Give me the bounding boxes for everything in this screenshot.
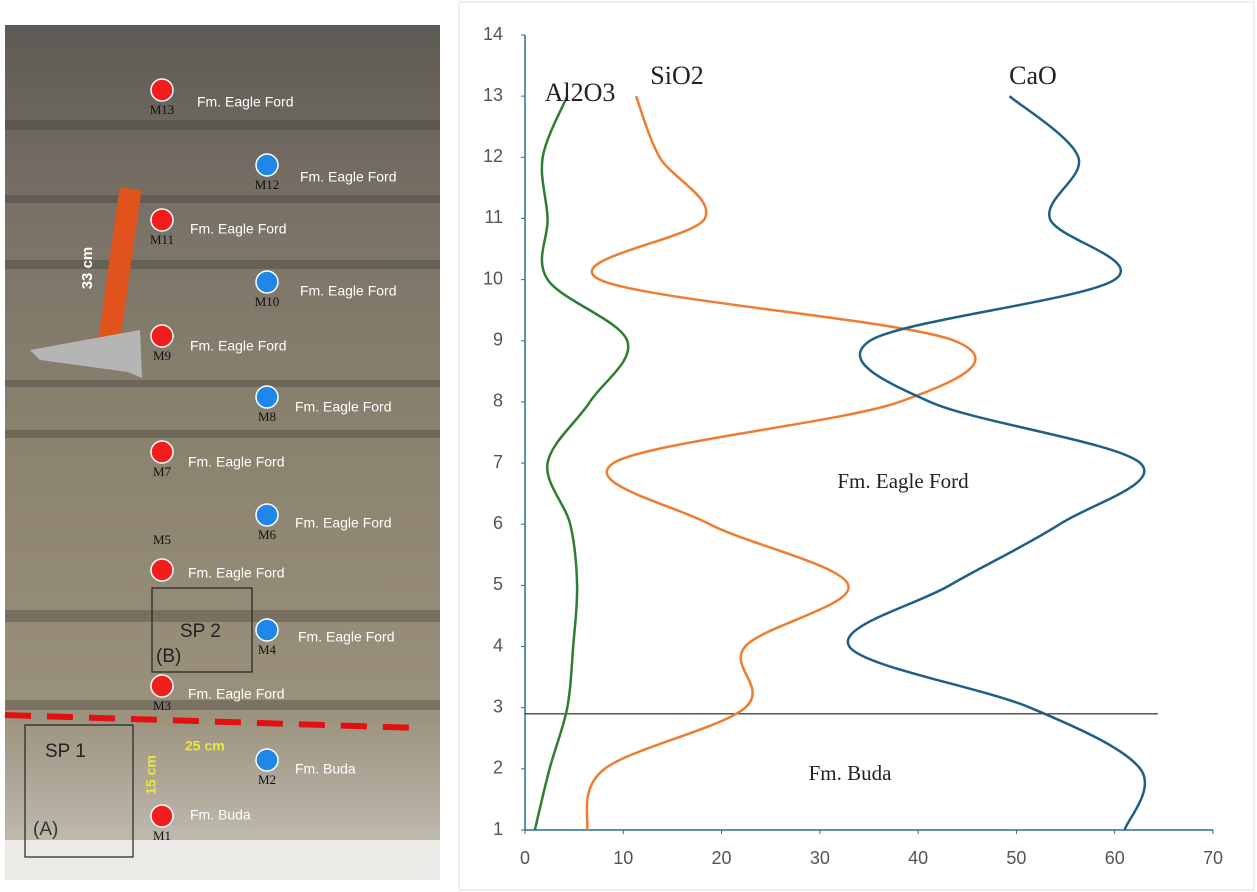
x-tick-label: 30 — [810, 848, 830, 868]
y-tick-label: 1 — [493, 819, 503, 839]
sample-label: M6 — [258, 527, 277, 542]
sample-dot — [150, 440, 174, 464]
y-tick-label: 6 — [493, 513, 503, 533]
formation-label: Fm. Eagle Ford — [188, 454, 284, 470]
sample-dot — [150, 78, 174, 102]
formation-label: Fm. Eagle Ford — [295, 399, 391, 415]
formation-label: Fm. Buda — [190, 807, 251, 823]
width-label: 25 cm — [185, 738, 225, 754]
sp2-box — [151, 587, 253, 673]
sample-dot — [150, 674, 174, 698]
photo-background — [5, 25, 440, 880]
x-tick-label: 20 — [712, 848, 732, 868]
sample-label: M10 — [255, 294, 280, 309]
series-label: Al2O3 — [545, 78, 616, 107]
hammer-head — [30, 330, 142, 378]
series-line — [846, 95, 1147, 831]
hammer-length: 33 cm — [79, 247, 96, 290]
hammer-handle — [98, 187, 142, 341]
annotation: Fm. Eagle Ford — [837, 469, 969, 493]
sample-label: M13 — [150, 102, 175, 117]
sample-dot — [150, 804, 174, 828]
formation-label: Fm. Eagle Ford — [298, 629, 394, 645]
y-tick-label: 8 — [493, 391, 503, 411]
x-tick-label: 70 — [1203, 848, 1223, 868]
height-label: 15 cm — [143, 755, 159, 795]
sample-dot — [255, 618, 279, 642]
box-a-label: (A) — [33, 819, 58, 840]
y-tick-label: 9 — [493, 330, 503, 350]
formation-label: Fm. Eagle Ford — [295, 515, 391, 531]
sample-label: M12 — [255, 177, 280, 192]
y-tick-label: 14 — [483, 24, 503, 44]
sample-dot — [150, 324, 174, 348]
sample-label: M5 — [153, 532, 171, 547]
sample-dot — [255, 748, 279, 772]
sample-label: M1 — [153, 828, 171, 843]
x-tick-label: 40 — [908, 848, 928, 868]
y-tick-label: 7 — [493, 452, 503, 472]
sample-dot — [255, 503, 279, 527]
formation-label: Fm. Eagle Ford — [188, 686, 284, 702]
contact-line — [4, 712, 421, 731]
y-tick-label: 10 — [483, 268, 503, 288]
x-tick-label: 50 — [1006, 848, 1026, 868]
x-tick-label: 10 — [613, 848, 633, 868]
y-tick-label: 4 — [493, 635, 503, 655]
sample-dot — [255, 270, 279, 294]
y-tick-label: 2 — [493, 758, 503, 778]
series-line — [533, 95, 630, 831]
y-tick-label: 11 — [484, 207, 503, 227]
sample-label: M2 — [258, 772, 276, 787]
sp1-box — [24, 724, 134, 858]
x-tick-label: 60 — [1105, 848, 1125, 868]
series-line — [585, 95, 977, 831]
chart-frame — [458, 1, 1255, 891]
sp1-label: SP 1 — [45, 741, 86, 762]
formation-label: Fm. Buda — [295, 761, 356, 777]
sample-label: M3 — [153, 698, 171, 713]
rock-layers — [5, 120, 440, 710]
series-label: SiO2 — [650, 61, 703, 90]
formation-label: Fm. Eagle Ford — [197, 94, 293, 110]
formation-label: Fm. Eagle Ford — [190, 221, 286, 237]
box-b-label: (B) — [156, 646, 181, 667]
sample-label: M11 — [150, 232, 174, 247]
sp2-label: SP 2 — [180, 621, 221, 642]
formation-label: Fm. Eagle Ford — [190, 338, 286, 354]
y-tick-label: 3 — [493, 696, 503, 716]
series-label: CaO — [1009, 61, 1057, 90]
sample-label: M4 — [258, 642, 277, 657]
sample-dot — [255, 385, 279, 409]
y-tick-label: 13 — [483, 85, 503, 105]
formation-label: Fm. Eagle Ford — [300, 169, 396, 185]
annotation: Fm. Buda — [809, 761, 893, 785]
formation-label: Fm. Eagle Ford — [188, 565, 284, 581]
x-tick-label: 0 — [520, 848, 530, 868]
sample-dot — [150, 558, 174, 582]
formation-label: Fm. Eagle Ford — [300, 283, 396, 299]
sample-label: M8 — [258, 409, 276, 424]
photo: SP 1 SP 2 (A) (B) 33 cm 25 cm 15 cm — [4, 25, 440, 880]
snow — [5, 840, 440, 880]
sample-dot — [255, 153, 279, 177]
y-tick-label: 12 — [483, 146, 503, 166]
sample-dot — [150, 208, 174, 232]
sample-label: M7 — [153, 464, 172, 479]
y-tick-label: 5 — [493, 574, 503, 594]
sample-label: M9 — [153, 348, 171, 363]
